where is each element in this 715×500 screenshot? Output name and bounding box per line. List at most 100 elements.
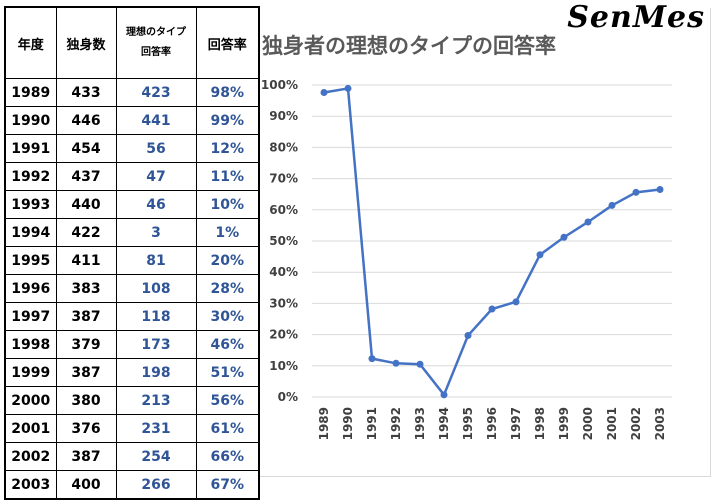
header-responses-line2: 回答率 bbox=[141, 47, 171, 58]
cell-responses: 198 bbox=[115, 358, 197, 387]
data-point bbox=[368, 355, 376, 363]
table-row: 1996 383 108 28% bbox=[4, 274, 260, 303]
data-point bbox=[488, 305, 496, 313]
data-point bbox=[608, 201, 616, 209]
data-point bbox=[416, 360, 424, 368]
data-point bbox=[392, 359, 400, 367]
table-row: 1994 422 3 1% bbox=[4, 218, 260, 247]
x-tick-label: 1990 bbox=[341, 407, 355, 440]
table-row: 1995 411 81 20% bbox=[4, 246, 260, 275]
cell-responses: 56 bbox=[115, 134, 197, 163]
y-tick-label: 0% bbox=[278, 390, 298, 404]
data-point bbox=[344, 84, 352, 92]
cell-responses: 3 bbox=[115, 218, 197, 247]
x-tick-label: 1989 bbox=[317, 407, 331, 440]
cell-responses: 254 bbox=[115, 442, 197, 471]
header-single-count: 独身数 bbox=[55, 6, 117, 79]
x-tick-label: 2002 bbox=[629, 407, 643, 440]
y-tick-label: 50% bbox=[269, 234, 298, 248]
x-tick-label: 1997 bbox=[509, 407, 523, 440]
cell-single: 433 bbox=[55, 78, 117, 107]
cell-responses: 173 bbox=[115, 330, 197, 359]
cell-responses: 231 bbox=[115, 414, 197, 443]
cell-rate: 66% bbox=[195, 442, 260, 471]
cell-rate: 1% bbox=[195, 218, 260, 247]
cell-single: 446 bbox=[55, 106, 117, 135]
cell-rate: 10% bbox=[195, 190, 260, 219]
x-tick-label: 2000 bbox=[581, 407, 595, 440]
cell-year: 1994 bbox=[4, 218, 57, 247]
x-tick-label: 1995 bbox=[461, 407, 475, 440]
cell-single: 440 bbox=[55, 190, 117, 219]
cell-year: 1998 bbox=[4, 330, 57, 359]
data-point bbox=[536, 251, 544, 259]
x-tick-label: 1998 bbox=[533, 407, 547, 440]
cell-year: 1996 bbox=[4, 274, 57, 303]
x-tick-label: 2001 bbox=[605, 407, 619, 440]
x-tick-label: 1991 bbox=[365, 407, 379, 440]
cell-rate: 61% bbox=[195, 414, 260, 443]
cell-single: 422 bbox=[55, 218, 117, 247]
table-row: 1999 387 198 51% bbox=[4, 358, 260, 387]
x-tick-label: 1996 bbox=[485, 407, 499, 440]
table-row: 1997 387 118 30% bbox=[4, 302, 260, 331]
header-year: 年度 bbox=[4, 6, 57, 79]
table-row: 1993 440 46 10% bbox=[4, 190, 260, 219]
data-point bbox=[656, 186, 664, 194]
y-tick-label: 70% bbox=[269, 172, 298, 186]
cell-year: 1991 bbox=[4, 134, 57, 163]
data-table: 年度 独身数 理想のタイプ 回答率 回答率 1989 433 423 98% 1990 4… bbox=[4, 6, 260, 500]
data-point bbox=[560, 233, 568, 241]
cell-responses: 423 bbox=[115, 78, 197, 107]
y-tick-label: 10% bbox=[269, 359, 298, 373]
y-tick-label: 30% bbox=[269, 296, 298, 310]
watermark-logo: SenMes bbox=[567, 0, 705, 35]
data-point bbox=[632, 188, 640, 196]
series-line bbox=[323, 87, 661, 397]
line-chart: 0% 10% 20% 30% 40% 50% 60% 70% 80% 90% 100% 1989 199… bbox=[261, 78, 672, 440]
x-tick-label: 1993 bbox=[413, 407, 427, 440]
data-point bbox=[440, 391, 448, 399]
x-tick-label: 1999 bbox=[557, 407, 571, 440]
x-tick-label: 2003 bbox=[653, 407, 667, 440]
cell-year: 1999 bbox=[4, 358, 57, 387]
cell-responses: 118 bbox=[115, 302, 197, 331]
data-point bbox=[584, 218, 592, 226]
y-tick-label: 40% bbox=[269, 265, 298, 279]
data-point bbox=[464, 332, 472, 340]
cell-rate: 12% bbox=[195, 134, 260, 163]
cell-single: 387 bbox=[55, 442, 117, 471]
table-row: 2000 380 213 56% bbox=[4, 386, 260, 415]
y-tick-label: 90% bbox=[269, 109, 298, 123]
cell-responses: 47 bbox=[115, 162, 197, 191]
data-point bbox=[320, 88, 328, 96]
table-row: 2001 376 231 61% bbox=[4, 414, 260, 443]
cell-single: 387 bbox=[55, 302, 117, 331]
cell-year: 1995 bbox=[4, 246, 57, 275]
cell-single: 380 bbox=[55, 386, 117, 415]
y-tick-label: 60% bbox=[269, 203, 298, 217]
cell-single: 411 bbox=[55, 246, 117, 275]
y-tick-label: 20% bbox=[269, 328, 298, 342]
cell-year: 1990 bbox=[4, 106, 57, 135]
header-response-rate: 回答率 bbox=[195, 6, 260, 79]
y-tick-label: 100% bbox=[261, 78, 298, 92]
cell-year: 1992 bbox=[4, 162, 57, 191]
cell-rate: 98% bbox=[195, 78, 260, 107]
table-row: 1989 433 423 98% bbox=[4, 78, 260, 107]
table-row: 2002 387 254 66% bbox=[4, 442, 260, 471]
x-tick-label: 1992 bbox=[389, 407, 403, 440]
header-responses-line1: 理想のタイプ bbox=[126, 27, 186, 38]
cell-rate: 51% bbox=[195, 358, 260, 387]
cell-rate: 30% bbox=[195, 302, 260, 331]
cell-rate: 46% bbox=[195, 330, 260, 359]
cell-responses: 108 bbox=[115, 274, 197, 303]
cell-rate: 56% bbox=[195, 386, 260, 415]
data-point bbox=[512, 298, 520, 306]
cell-single: 454 bbox=[55, 134, 117, 163]
cell-rate: 99% bbox=[195, 106, 260, 135]
chart-area bbox=[260, 8, 711, 477]
table-row: 1990 446 441 99% bbox=[4, 106, 260, 135]
cell-rate: 28% bbox=[195, 274, 260, 303]
table-header-row: 年度 独身数 理想のタイプ 回答率 回答率 bbox=[4, 6, 260, 79]
